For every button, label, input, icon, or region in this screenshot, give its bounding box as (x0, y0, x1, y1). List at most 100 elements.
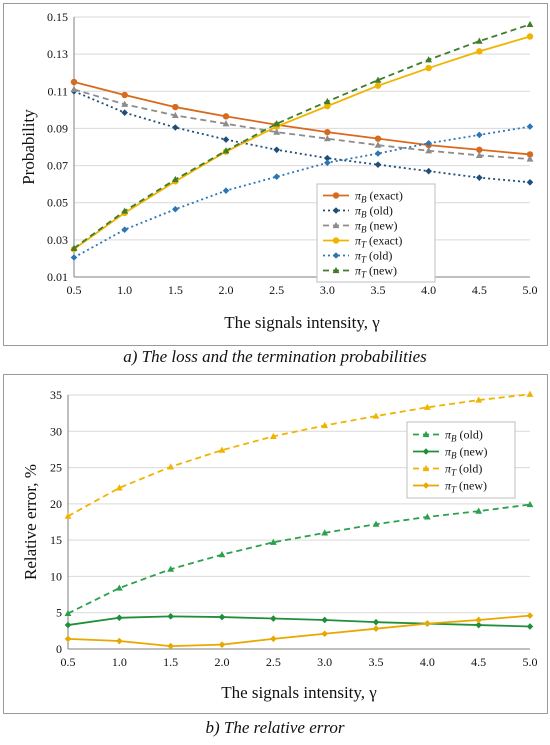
chart-a-x-tick-label: 4.5 (472, 283, 487, 297)
chart-a-legend-marker (332, 192, 340, 199)
chart-b-series-line (67, 503, 531, 615)
chart-a-data-point (70, 244, 78, 251)
chart-b-y-axis-title: Relative error, % (21, 464, 40, 580)
chart-a-data-point (324, 128, 331, 136)
relative-error-chart: 0 5 10 15 20 25 30 35 0.5 1.0 1.5 2.0 2.5 3.0 3.5 4.0 4.… (21, 388, 538, 702)
chart-a-series-3 (70, 33, 534, 253)
chart-a-legend-label: πT (new) (355, 264, 397, 280)
chart-b-legend: πB (old)πB (new)πT (old)πT (new) (406, 421, 516, 499)
chart-b-data-point (423, 513, 431, 520)
chart-a-grid (74, 16, 530, 278)
chart-a-data-point (374, 76, 382, 83)
chart-b-data-point (218, 613, 226, 621)
chart-b-data-point (115, 484, 123, 491)
chart-b-x-tick-label: 3.5 (369, 655, 384, 669)
chart-b-data-point (372, 618, 380, 626)
chart-b-x-tick-label: 1.0 (112, 655, 127, 669)
chart-b-legend-label: πT (new) (445, 479, 487, 495)
chart-a-data-point (121, 100, 129, 107)
chart-a-data-point (526, 178, 534, 186)
chart-a-series-0 (70, 78, 534, 158)
chart-b-data-point (167, 565, 175, 572)
chart-a-data-point (70, 85, 78, 93)
chart-a-x-tick-label: 0.5 (67, 283, 82, 297)
chart-b-y-tick-label: 10 (50, 569, 62, 583)
chart-a-data-point (273, 128, 281, 135)
chart-a-data-point (324, 102, 331, 110)
chart-a-y-tick-label: 0.15 (47, 10, 68, 24)
chart-b-data-point (64, 635, 72, 643)
caption-b: b) The relative error (205, 718, 345, 737)
chart-b-legend-label: πT (old) (445, 462, 482, 478)
chart-a-series-line (73, 90, 531, 184)
chart-b-data-point (372, 412, 380, 419)
chart-a-legend-marker (332, 221, 340, 229)
chart-a-data-point (526, 155, 534, 162)
chart-b-data-point (321, 630, 328, 638)
chart-a-series-line (73, 125, 531, 259)
chart-a-data-point (526, 33, 534, 40)
chart-a-data-point (425, 56, 433, 63)
chart-a-legend-marker (332, 207, 340, 214)
chart-b-data-point (475, 616, 482, 624)
chart-a-data-point (121, 226, 128, 233)
chart-a-x-tick-label: 3.5 (371, 283, 386, 297)
chart-b-legend-label: πB (old) (445, 428, 483, 444)
chart-a-data-point (323, 97, 331, 105)
chart-b-data-point (424, 620, 431, 627)
chart-a-data-point (222, 136, 230, 143)
chart-b-data-point (218, 641, 226, 648)
chart-b-x-axis-title: The signals intensity, γ (221, 683, 377, 702)
chart-a-legend-label: πB (old) (355, 204, 393, 220)
chart-b-series-line (67, 393, 531, 517)
chart-a-data-point (475, 151, 483, 158)
chart-b-data-point (116, 614, 123, 622)
chart-a-data-point (324, 154, 331, 162)
chart-a-data-point (324, 159, 331, 167)
chart-a-data-point (273, 146, 280, 154)
chart-a-x-axis-title: The signals intensity, γ (224, 313, 380, 332)
chart-b-y-tick-label: 0 (56, 642, 62, 656)
chart-b-x-tick-label: 0.5 (61, 655, 76, 669)
chart-b-data-point (321, 421, 329, 429)
chart-b-y-tick-label: 35 (50, 388, 62, 402)
chart-b-legend-marker (422, 430, 430, 438)
chart-a-data-point (172, 205, 179, 213)
chart-a-x-tick-label: 2.5 (269, 283, 284, 297)
chart-a-legend: πB (exact)πB (old)πB (new)πT (exact)πT (… (316, 183, 436, 283)
chart-a-data-point (374, 135, 382, 142)
chart-a-x-tick-label: 4.0 (421, 283, 436, 297)
chart-a-data-point (323, 135, 331, 142)
chart-a-y-tick-label: 0.11 (47, 84, 68, 98)
chart-b-x-tick-label: 5.0 (523, 655, 538, 669)
chart-b-series-1 (64, 613, 534, 630)
chart-a-series-4 (70, 123, 534, 261)
chart-a-y-axis-title: Probability (19, 109, 38, 185)
chart-a-data-point (172, 103, 179, 111)
chart-a-y-tick-label: 0.03 (47, 233, 68, 247)
chart-a-series-line (73, 88, 531, 160)
chart-b-data-point (64, 512, 72, 519)
chart-a-data-point (171, 175, 179, 183)
chart-a-data-point (425, 167, 432, 175)
chart-a-legend-marker (332, 252, 340, 259)
chart-b-data-point (167, 613, 174, 620)
chart-b-data-point (526, 390, 534, 397)
chart-a-y-tick-label: 0.09 (47, 121, 68, 135)
chart-b-data-point (218, 446, 226, 453)
chart-b-series-0 (64, 500, 534, 617)
chart-a-series-line (73, 81, 531, 156)
chart-a-data-point (526, 151, 534, 158)
chart-a-data-point (172, 124, 179, 131)
chart-b-x-tick-label: 2.5 (266, 655, 281, 669)
chart-b-data-point (321, 616, 328, 624)
chart-b-x-tick-label: 4.0 (420, 655, 435, 669)
chart-a-data-point (476, 131, 483, 139)
chart-a-legend-box (316, 183, 436, 283)
chart-a-data-point (425, 64, 432, 72)
chart-b-data-point (218, 551, 226, 558)
chart-b-legend-marker (422, 464, 430, 472)
chart-b-data-point (423, 403, 431, 410)
chart-a-y-tick-label: 0.01 (47, 270, 68, 284)
chart-b-data-point (475, 621, 482, 629)
